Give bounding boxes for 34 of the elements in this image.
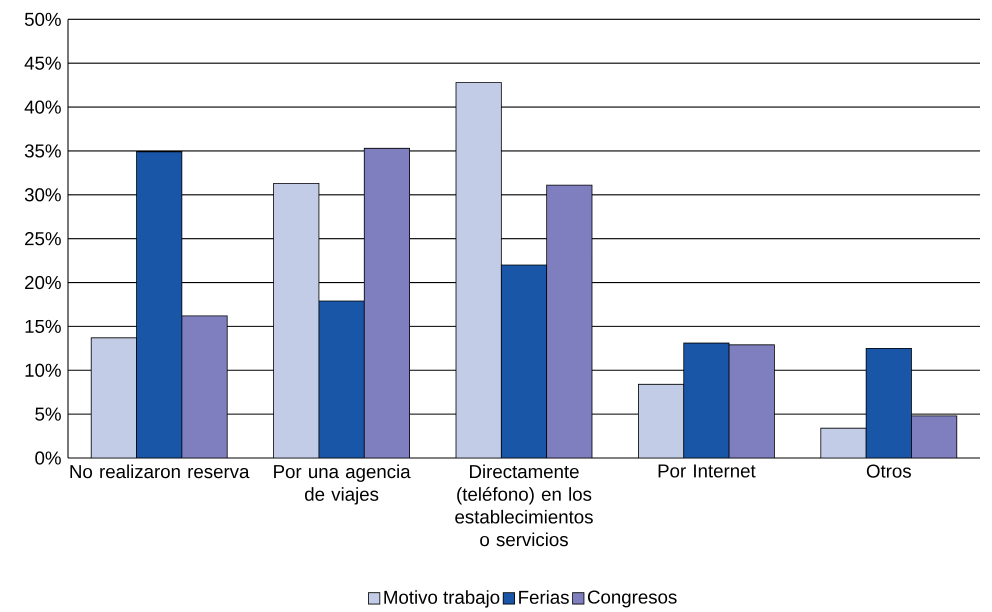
bar (182, 316, 228, 458)
y-tick-label: 45% (24, 56, 61, 70)
bar (318, 300, 364, 458)
x-tick-label: Otros (866, 464, 911, 478)
bar (364, 148, 410, 458)
bar (456, 82, 502, 458)
bar (274, 183, 319, 458)
bar (501, 264, 547, 458)
bar (91, 338, 137, 458)
bar (638, 384, 684, 458)
bar (911, 415, 958, 458)
y-tick-label: 30% (24, 188, 61, 202)
bar (729, 344, 774, 458)
y-tick-label: 50% (24, 12, 61, 26)
y-tick-label: 15% (26, 320, 61, 333)
y-tick-label: 35% (24, 144, 61, 158)
y-tick-label: 5% (35, 408, 61, 421)
legend-label: Ferias (519, 590, 569, 604)
y-tick-label: 0% (35, 451, 61, 465)
x-tick-label: Directamente (teléfono) en los establecimientos o servicios (455, 464, 593, 546)
bar (136, 152, 182, 458)
bar (684, 343, 730, 458)
x-tick-label: No realizaron reserva (70, 464, 250, 478)
legend-label: Motivo trabajo (384, 590, 500, 608)
y-tick-label: 10% (26, 364, 61, 377)
y-tick-label: 20% (25, 276, 61, 290)
y-tick-label: 40% (24, 100, 61, 114)
bar (866, 348, 912, 458)
legend-label: Congresos (588, 590, 677, 608)
x-tick-label: Por Internet (658, 464, 756, 478)
y-tick-label: 25% (25, 232, 61, 246)
bar (820, 428, 867, 458)
x-tick-label: Por una agencia de viajes (274, 464, 411, 505)
bar (546, 185, 592, 458)
